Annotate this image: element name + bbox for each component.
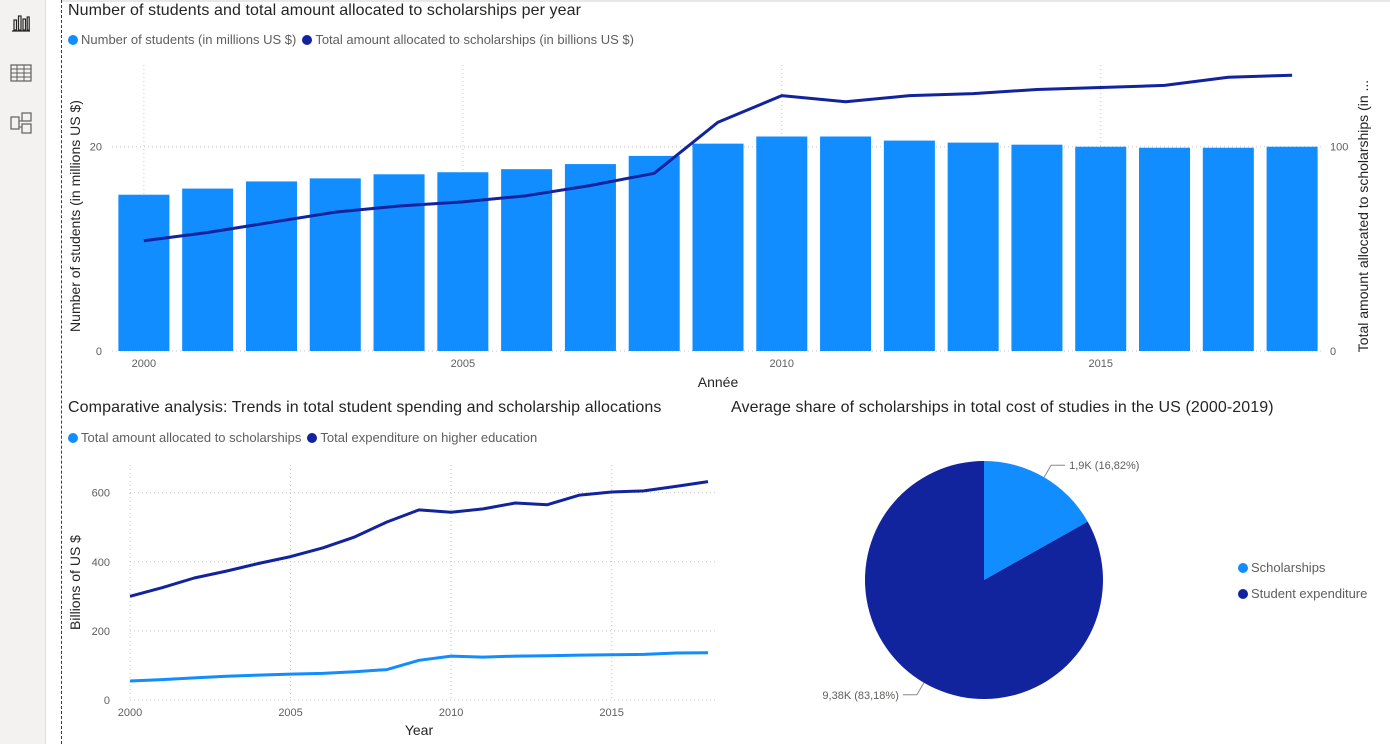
y2-axis-title: Total amount allocated to scholarships (… <box>1355 80 1371 352</box>
legend-dot <box>1238 588 1248 599</box>
line-scholarships[interactable] <box>143 73 1293 243</box>
bar-students[interactable] <box>1266 146 1318 351</box>
x-axis-title: Year <box>405 722 434 738</box>
data-label-student-expenditure: 9,38K (83,18%) <box>822 690 898 702</box>
bar-students[interactable] <box>820 136 872 352</box>
y-axis-title: Number of students (in millions US $) <box>67 100 83 332</box>
y-axis-title: Billions of US $ <box>67 535 83 630</box>
y-tick-label: 0 <box>96 346 102 358</box>
combo-chart[interactable]: 0 20 0 100 2000 2005 2010 2015 Année Number of st… <box>62 55 1390 400</box>
legend-item-scholarships[interactable]: Total amount allocated to scholarships (… <box>302 32 634 47</box>
y-tick-label: 0 <box>104 695 110 707</box>
x-tick-label: 2015 <box>599 707 623 719</box>
y-tick-label: 20 <box>90 142 102 154</box>
chart2-legend: Total amount allocated to scholarships T… <box>68 430 543 445</box>
leader-line <box>1043 464 1066 478</box>
y2-tick-label: 100 <box>1330 142 1348 154</box>
x-tick-label: 2005 <box>451 358 475 370</box>
report-view-icon[interactable] <box>9 11 33 35</box>
line-expenditure[interactable] <box>129 480 709 598</box>
x-axis-title: Année <box>698 374 739 390</box>
data-label-scholarships: 1,9K (16,82%) <box>1069 460 1139 472</box>
legend-item-expenditure[interactable]: Total expenditure on higher education <box>307 430 537 445</box>
legend-dot <box>68 432 78 443</box>
pie-slice-scholarships[interactable] <box>984 461 1088 580</box>
bar-students[interactable] <box>245 181 297 351</box>
chart3-legend: Scholarships Student expenditure <box>1238 560 1373 612</box>
legend-label: Number of students (in millions US $) <box>81 32 297 47</box>
canvas-top-border <box>62 0 1390 2</box>
model-view-icon[interactable] <box>9 111 33 135</box>
legend-item-scholarships[interactable]: Scholarships <box>1238 560 1367 575</box>
pie-chart[interactable]: 1,9K (16,82%) 9,38K (83,18%) <box>730 440 1210 740</box>
legend-dot <box>68 34 78 45</box>
y-tick-label: 600 <box>92 488 110 500</box>
chart1-legend: Number of students (in millions US $) To… <box>68 32 640 47</box>
bar-students[interactable] <box>692 143 744 351</box>
x-tick-label: 2010 <box>439 707 463 719</box>
bar-students[interactable] <box>756 136 808 352</box>
bar-students[interactable] <box>118 194 170 351</box>
chart2-title: Comparative analysis: Trends in total st… <box>68 399 662 416</box>
legend-label: Total amount allocated to scholarships <box>81 430 302 445</box>
legend-dot <box>302 34 313 45</box>
bar-students[interactable] <box>883 140 935 351</box>
legend-item-student-expenditure[interactable]: Student expenditure <box>1238 586 1367 601</box>
y-tick-label: 400 <box>92 557 110 569</box>
x-tick-label: 2000 <box>118 707 142 719</box>
legend-item-students[interactable]: Number of students (in millions US $) <box>68 32 296 47</box>
bar-students[interactable] <box>182 188 234 351</box>
canvas-boundary <box>61 0 62 744</box>
data-view-icon[interactable] <box>9 61 33 85</box>
legend-label: Total amount allocated to scholarships (… <box>315 32 634 47</box>
bar-students[interactable] <box>1202 147 1254 351</box>
bar-students[interactable] <box>373 174 425 351</box>
legend-dot <box>307 432 318 443</box>
x-tick-label: 2010 <box>770 358 794 370</box>
bar-students[interactable] <box>628 155 680 351</box>
view-rail <box>0 0 46 744</box>
x-tick-label: 2005 <box>278 707 302 719</box>
line-chart[interactable]: 0 200 400 600 2000 2005 2010 2015 Year Billions o… <box>62 455 722 744</box>
chart3-title: Average share of scholarships in total c… <box>731 399 1274 416</box>
line-scholarships[interactable] <box>129 651 709 683</box>
bar-students[interactable] <box>564 164 616 351</box>
legend-label: Student expenditure <box>1251 586 1368 601</box>
leader-line <box>902 682 925 696</box>
x-tick-label: 2015 <box>1088 358 1112 370</box>
bar-students[interactable] <box>501 169 553 351</box>
legend-label: Scholarships <box>1251 560 1326 575</box>
chart1-title: Number of students and total amount allo… <box>68 2 582 19</box>
y-tick-label: 200 <box>92 626 110 638</box>
bar-students[interactable] <box>1011 144 1063 351</box>
bar-students[interactable] <box>309 178 361 351</box>
bar-students[interactable] <box>947 142 999 351</box>
legend-label: Total expenditure on higher education <box>320 430 538 445</box>
bar-students[interactable] <box>1139 147 1191 351</box>
legend-item-scholarships[interactable]: Total amount allocated to scholarships <box>68 430 301 445</box>
bar-students[interactable] <box>1075 146 1127 351</box>
x-tick-label: 2000 <box>132 358 156 370</box>
y2-tick-label: 0 <box>1330 346 1336 358</box>
pie-slice-student-expenditure[interactable] <box>864 461 1103 699</box>
legend-dot <box>1238 562 1248 573</box>
